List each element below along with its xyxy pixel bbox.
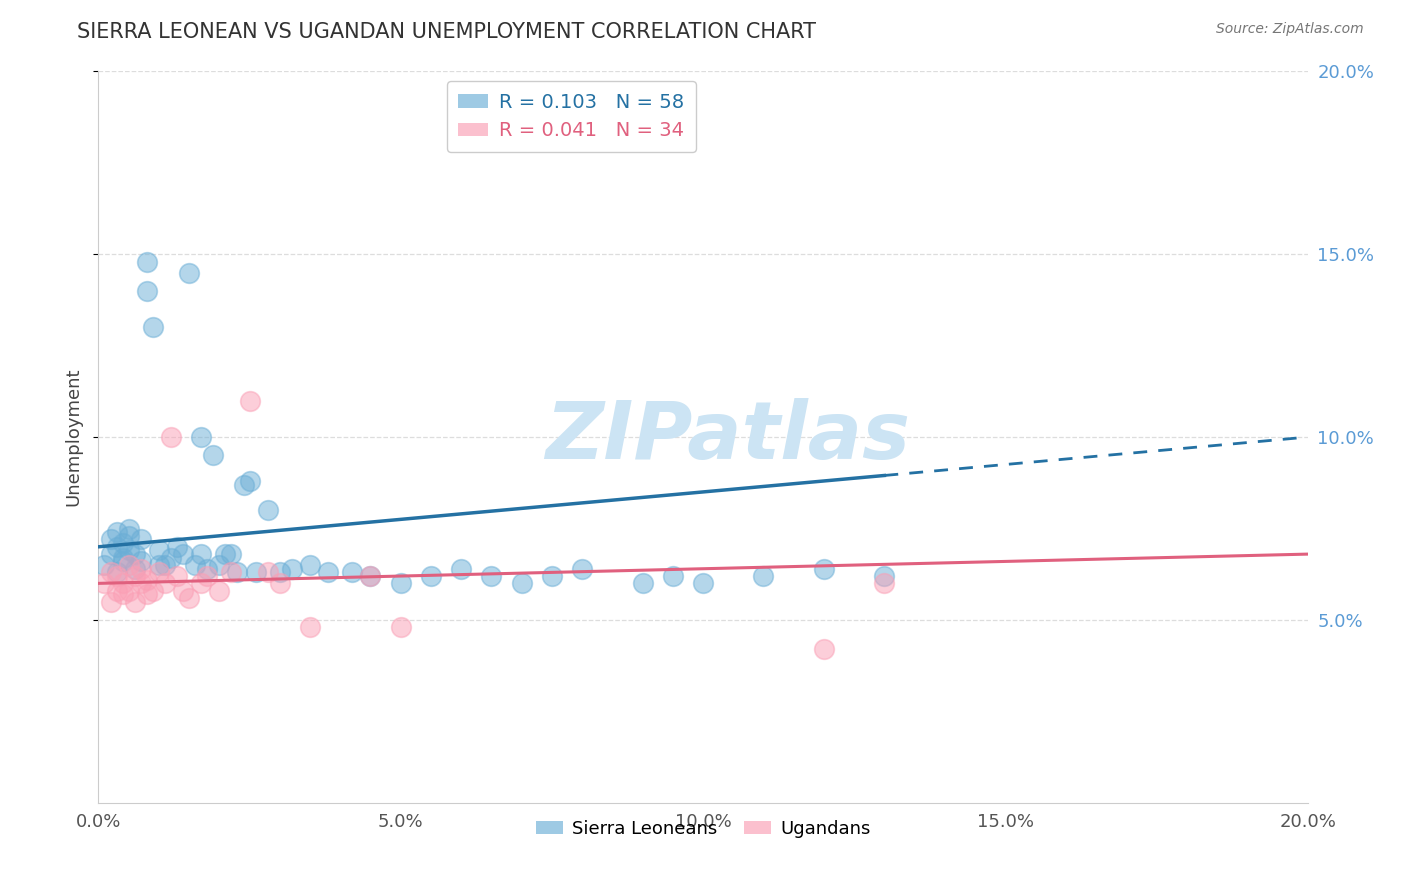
Point <box>195 569 218 583</box>
Point <box>631 576 654 591</box>
Point <box>148 543 170 558</box>
Point <box>299 558 322 573</box>
Point <box>124 594 146 608</box>
Point <box>221 566 243 580</box>
Point <box>118 529 141 543</box>
Point <box>208 558 231 573</box>
Point <box>232 477 254 491</box>
Legend: Sierra Leoneans, Ugandans: Sierra Leoneans, Ugandans <box>529 813 877 845</box>
Point <box>389 620 412 634</box>
Point <box>190 430 212 444</box>
Point <box>148 566 170 580</box>
Point <box>172 583 194 598</box>
Point <box>135 587 157 601</box>
Point <box>105 525 128 540</box>
Point <box>184 558 207 573</box>
Point <box>142 583 165 598</box>
Text: ZIPatlas: ZIPatlas <box>544 398 910 476</box>
Point <box>105 540 128 554</box>
Point <box>124 547 146 561</box>
Point <box>692 576 714 591</box>
Point <box>752 569 775 583</box>
Point <box>124 569 146 583</box>
Point <box>100 547 122 561</box>
Point <box>226 566 249 580</box>
Point <box>124 562 146 576</box>
Point <box>239 474 262 488</box>
Point <box>105 569 128 583</box>
Point <box>281 562 304 576</box>
Point <box>135 284 157 298</box>
Point <box>111 536 134 550</box>
Point <box>239 393 262 408</box>
Point <box>135 573 157 587</box>
Point <box>342 566 364 580</box>
Text: SIERRA LEONEAN VS UGANDAN UNEMPLOYMENT CORRELATION CHART: SIERRA LEONEAN VS UGANDAN UNEMPLOYMENT C… <box>77 22 817 42</box>
Point <box>111 550 134 565</box>
Point <box>389 576 412 591</box>
Point <box>540 569 562 583</box>
Point <box>316 566 339 580</box>
Point <box>129 576 152 591</box>
Point <box>153 558 176 573</box>
Point <box>195 562 218 576</box>
Point <box>160 550 183 565</box>
Point <box>111 587 134 601</box>
Point <box>360 569 382 583</box>
Point <box>93 576 115 591</box>
Point <box>202 448 225 462</box>
Point <box>190 576 212 591</box>
Point <box>100 566 122 580</box>
Point <box>179 591 201 605</box>
Point <box>661 569 683 583</box>
Point <box>190 547 212 561</box>
Point <box>129 554 152 568</box>
Point <box>360 569 382 583</box>
Point <box>256 566 278 580</box>
Point <box>179 266 201 280</box>
Point <box>245 566 267 580</box>
Point <box>481 569 503 583</box>
Point <box>160 430 183 444</box>
Text: Source: ZipAtlas.com: Source: ZipAtlas.com <box>1216 22 1364 37</box>
Point <box>299 620 322 634</box>
Point <box>813 562 835 576</box>
Point <box>105 583 128 598</box>
Point <box>269 576 291 591</box>
Point <box>148 558 170 573</box>
Point <box>153 576 176 591</box>
Point <box>118 583 141 598</box>
Y-axis label: Unemployment: Unemployment <box>65 368 83 507</box>
Point <box>166 540 188 554</box>
Point <box>111 576 134 591</box>
Point <box>100 594 122 608</box>
Point <box>129 562 152 576</box>
Point <box>510 576 533 591</box>
Point <box>221 547 243 561</box>
Point <box>420 569 443 583</box>
Point <box>214 547 236 561</box>
Point <box>166 569 188 583</box>
Point <box>571 562 593 576</box>
Point <box>172 547 194 561</box>
Point <box>105 566 128 580</box>
Point <box>450 562 472 576</box>
Point <box>93 558 115 573</box>
Point <box>873 569 896 583</box>
Point <box>118 543 141 558</box>
Point <box>256 503 278 517</box>
Point <box>135 254 157 268</box>
Point <box>208 583 231 598</box>
Point <box>118 558 141 573</box>
Point <box>269 566 291 580</box>
Point <box>873 576 896 591</box>
Point <box>100 533 122 547</box>
Point <box>813 642 835 657</box>
Point <box>142 320 165 334</box>
Point <box>111 554 134 568</box>
Point <box>129 533 152 547</box>
Point <box>118 521 141 535</box>
